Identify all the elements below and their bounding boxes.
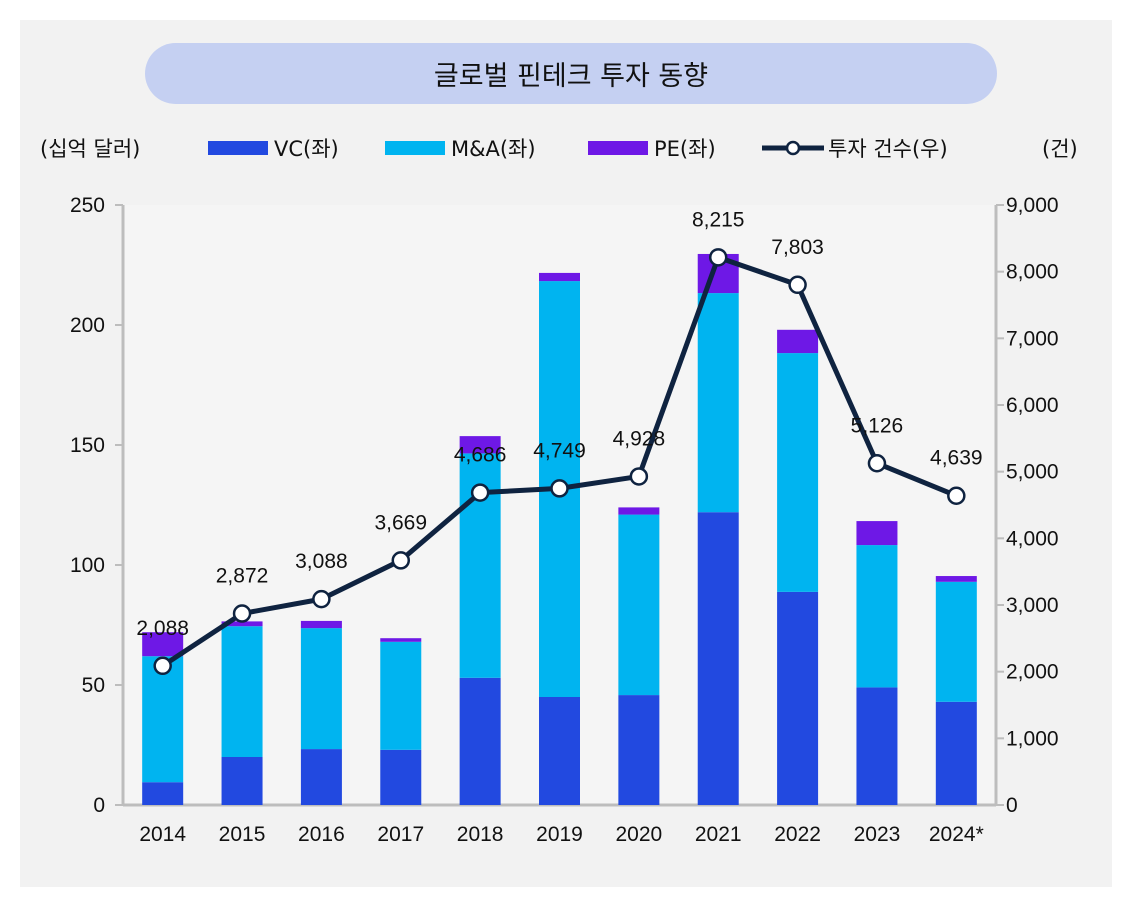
bar-vc	[300, 749, 342, 805]
bar-ma	[935, 581, 977, 702]
left-tick-label: 100	[70, 554, 105, 577]
count-point	[153, 656, 172, 676]
right-tick-label: 1,000	[1006, 727, 1059, 750]
bar-ma	[856, 545, 898, 688]
x-tick-label: 2014	[139, 823, 186, 846]
x-tick-label: 2020	[616, 823, 663, 846]
bar-vc	[142, 782, 184, 805]
bar-vc	[539, 697, 580, 805]
count-data-label: 3,088	[295, 550, 348, 573]
bar-ma	[380, 641, 422, 750]
count-data-label: 4,639	[930, 447, 983, 470]
right-tick-label: 8,000	[1006, 261, 1059, 284]
bar-pe	[380, 638, 422, 642]
count-point	[232, 604, 252, 623]
x-tick-label: 2016	[298, 823, 345, 846]
legend-swatch-ma	[385, 141, 445, 155]
legend-item-ma: M&A(좌)	[385, 133, 536, 163]
bar-pe	[221, 621, 263, 627]
count-point	[708, 248, 728, 267]
bar-vc	[777, 591, 819, 805]
right-tick-label: 4,000	[1006, 527, 1059, 550]
x-tick-label: 2021	[695, 823, 742, 846]
right-tick-label: 5,000	[1006, 461, 1059, 484]
x-tick-label: 2022	[774, 823, 821, 846]
bar-ma	[618, 514, 660, 696]
bar-ma	[697, 293, 739, 513]
legend-item-count: 투자 건수(우)	[762, 133, 948, 163]
count-point	[550, 479, 569, 498]
bar-vc	[221, 757, 263, 805]
right-tick-label: 0	[1006, 794, 1018, 817]
right-tick-label: 6,000	[1006, 394, 1059, 417]
left-tick-label: 150	[70, 434, 105, 457]
legend-label-pe: PE(좌)	[654, 137, 716, 161]
count-point	[629, 467, 649, 486]
count-data-label: 5,126	[851, 414, 904, 437]
bar-pe	[935, 576, 977, 582]
count-data-label: 7,803	[771, 236, 824, 259]
bar-pe	[459, 436, 501, 454]
count-data-label: 4,749	[533, 439, 586, 462]
legend-label-vc: VC(좌)	[274, 137, 339, 161]
chart-title: 글로벌 핀테크 투자 동향	[145, 43, 997, 104]
right-tick-label: 7,000	[1006, 327, 1059, 350]
bar-vc	[856, 687, 898, 805]
count-point	[391, 551, 411, 570]
left-axis-unit: (십억 달러)	[40, 137, 141, 161]
x-tick-label: 2024*	[929, 823, 984, 846]
bar-pe	[539, 272, 580, 282]
bar-vc	[935, 701, 977, 805]
bar-vc	[618, 695, 660, 805]
count-data-label: 2,872	[216, 565, 269, 588]
bar-vc	[380, 749, 422, 805]
x-tick-label: 2015	[219, 823, 266, 846]
bar-pe	[300, 620, 342, 629]
legend-label-ma: M&A(좌)	[451, 137, 536, 161]
bar-ma	[221, 626, 263, 757]
count-point	[470, 483, 490, 502]
left-tick-label: 250	[70, 194, 105, 217]
right-tick-label: 2,000	[1006, 661, 1059, 684]
legend-label-count: 투자 건수(우)	[828, 137, 948, 161]
legend-item-pe: PE(좌)	[588, 133, 716, 163]
bar-pe	[142, 632, 184, 657]
bar-pe	[618, 507, 660, 515]
bar-vc	[697, 512, 739, 805]
right-axis-unit: (건)	[1042, 137, 1078, 161]
count-point	[867, 454, 887, 473]
x-tick-label: 2023	[854, 823, 901, 846]
bar-ma	[777, 353, 819, 592]
legend-line-marker-icon	[762, 140, 824, 156]
left-tick-label: 200	[70, 314, 105, 337]
count-point	[788, 275, 807, 295]
bar-ma	[300, 628, 342, 750]
count-data-label: 4,928	[613, 427, 666, 450]
x-tick-label: 2018	[457, 823, 504, 846]
x-tick-label: 2019	[536, 823, 583, 846]
bar-pe	[856, 521, 898, 546]
bar-vc	[459, 677, 501, 805]
legend-item-vc: VC(좌)	[208, 133, 339, 163]
count-data-label: 2,088	[136, 617, 189, 640]
legend-swatch-pe	[588, 141, 648, 155]
left-tick-label: 50	[82, 674, 105, 697]
bar-ma	[142, 656, 184, 783]
count-point	[947, 486, 966, 505]
count-data-label: 8,215	[692, 208, 745, 231]
x-tick-label: 2017	[377, 823, 424, 846]
count-data-label: 3,669	[374, 511, 427, 534]
right-tick-label: 3,000	[1006, 594, 1059, 617]
count-data-label: 4,686	[454, 444, 507, 467]
left-tick-label: 0	[93, 794, 105, 817]
count-point	[312, 589, 331, 609]
right-tick-label: 9,000	[1006, 194, 1059, 217]
bar-pe	[777, 329, 819, 354]
legend-swatch-vc	[208, 141, 268, 155]
